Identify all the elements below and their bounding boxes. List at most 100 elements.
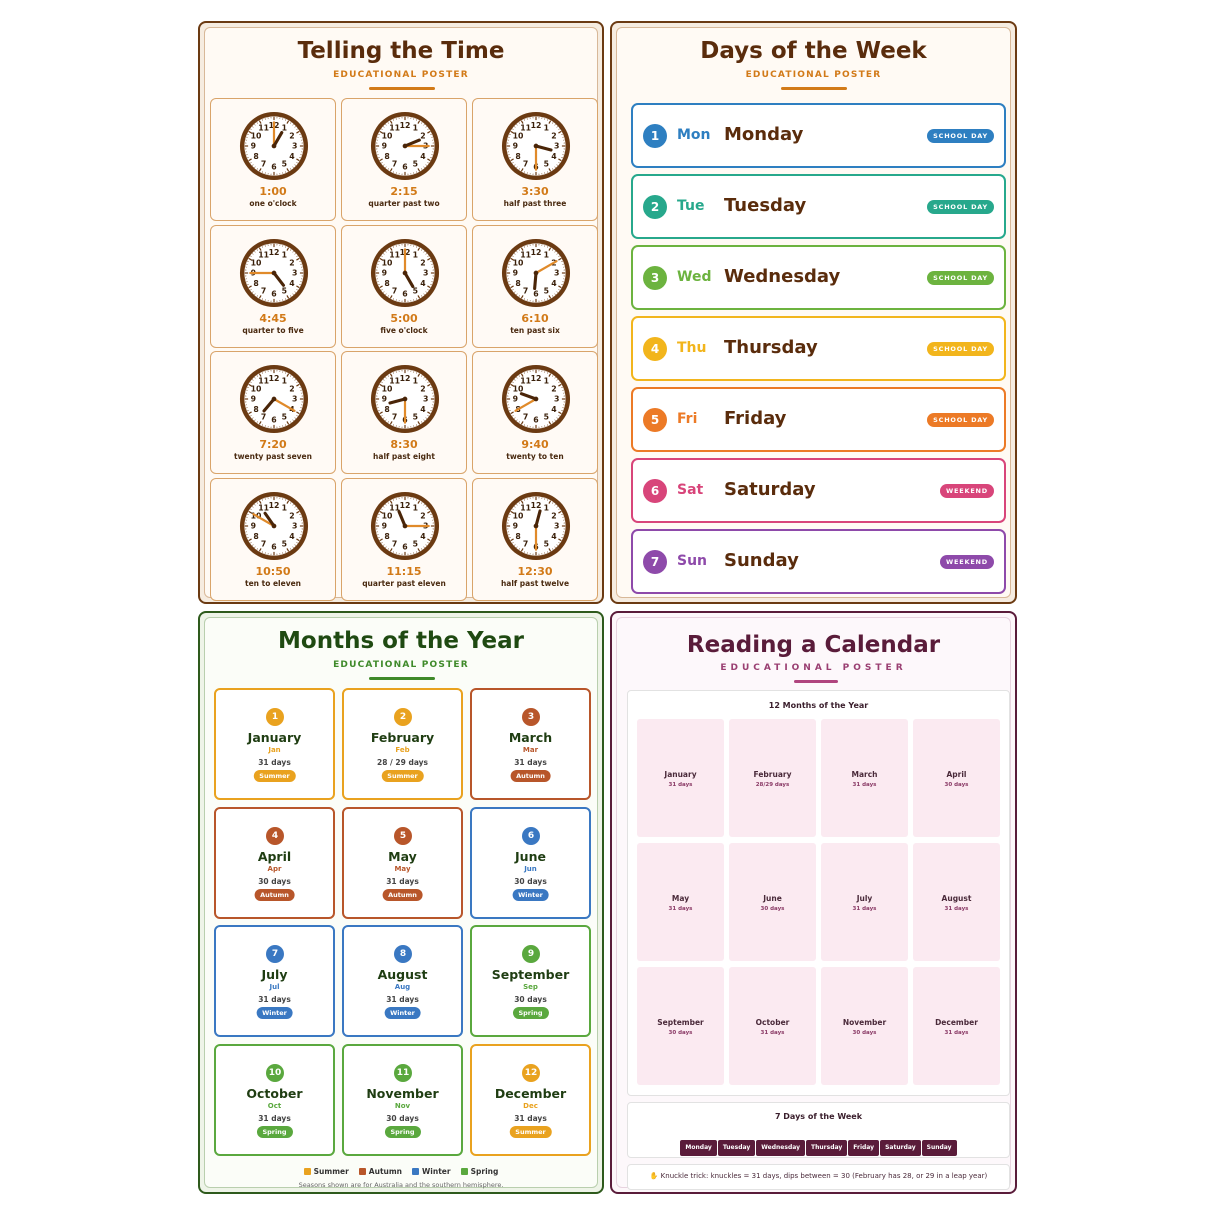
clock-numeral: 3 [292, 521, 297, 530]
hour-hand [262, 397, 276, 413]
month-name: December [494, 1085, 567, 1101]
week-heading: 7 Days of the Week [774, 1112, 863, 1121]
month-card-jul: 7 July Jul 31 days Winter [214, 925, 335, 1037]
clock-numeral: 2 [551, 384, 556, 393]
calendar-month-days: 30 days [852, 1030, 877, 1036]
clock-numeral: 5 [413, 286, 418, 295]
month-name: April [257, 848, 292, 864]
week-day-chips: Monday Tuesday Wednesday Thursday Friday Satu… [628, 1134, 1009, 1156]
day-abbreviation: Thu [677, 340, 707, 356]
month-number-badge: 10 [266, 1063, 284, 1082]
clock-numeral: 10 [382, 131, 393, 140]
season-badge: Spring [256, 1125, 293, 1138]
title-underline [781, 87, 847, 90]
clock-digital-time: 7:20 [259, 438, 287, 451]
clock-numeral: 7 [261, 539, 266, 548]
calendar-month-days: 30 days [668, 1030, 693, 1036]
clock-numeral: 8 [253, 405, 258, 414]
day-row-sun: 7 Sun Sunday WEEKEND [631, 529, 1006, 594]
clock-numeral: 11 [389, 377, 400, 386]
minute-hand [272, 397, 296, 412]
clock-numeral: 8 [253, 152, 258, 161]
calendar-month-name: October [755, 1018, 790, 1027]
clock-numeral: 7 [261, 286, 266, 295]
clock-time-words: five o'clock [380, 325, 428, 335]
clock-numeral: 1 [413, 250, 418, 259]
month-name: June [515, 848, 546, 864]
hour-hand [403, 270, 415, 288]
day-row-tue: 2 Tue Tuesday SCHOOL DAY [631, 174, 1006, 239]
month-card-aug: 8 August Aug 31 days Winter [342, 925, 463, 1037]
day-number-badge: 2 [643, 195, 667, 219]
hour-hand [397, 509, 407, 528]
clock-time-words: twenty to ten [506, 452, 564, 461]
week-day-chip: Monday [680, 1140, 717, 1156]
clock-numeral: 5 [282, 286, 287, 295]
hour-hand [534, 144, 553, 152]
clock-numeral: 6 [533, 289, 538, 298]
month-days: 30 days [514, 876, 547, 886]
clock-time-words: half past eight [373, 452, 435, 461]
analog-clock-icon: 123456789101112 [370, 111, 440, 181]
clock-numeral: 9 [382, 142, 387, 151]
clock-numeral: 3 [292, 142, 297, 151]
month-card-sep: 9 September Sep 30 days Spring [470, 925, 591, 1037]
calendar-month-name: August [941, 894, 972, 903]
calendar-month-tile: April 30 days [913, 719, 1000, 837]
clock-numeral: 8 [384, 152, 389, 161]
poster-title: Reading a Calendar [686, 632, 941, 658]
day-number-badge: 3 [643, 266, 667, 290]
week-day-chip: Saturday [880, 1140, 921, 1156]
legend-label: Summer [313, 1167, 349, 1176]
clock-numeral: 8 [384, 405, 389, 414]
season-badge: Winter [512, 888, 549, 901]
clock-numeral: 6 [271, 289, 276, 298]
month-number-badge: 7 [266, 945, 284, 963]
analog-clock-icon: 123456789101112 [239, 491, 309, 560]
day-number-badge: 4 [643, 337, 667, 361]
month-number-badge: 4 [266, 826, 284, 845]
clock-numeral: 11 [258, 503, 269, 512]
clock-time-words: twenty past seven [234, 452, 312, 461]
month-name: October [246, 1085, 303, 1101]
month-card-apr: 4 April Apr 30 days Autumn [214, 806, 335, 919]
month-abbreviation: Apr [267, 864, 282, 873]
calendar-month-tile: August 31 days [913, 843, 1000, 961]
day-abbreviation: Mon [677, 127, 711, 143]
day-name: Monday [724, 124, 804, 145]
month-days: 31 days [258, 1113, 291, 1123]
title-underline [369, 677, 435, 680]
calendar-month-name: September [657, 1018, 704, 1027]
analog-clock-icon: 123456789101112 [239, 111, 309, 181]
clock-numeral: 10 [382, 258, 393, 267]
months-calendar-box: 12 Months of the Year January 31 days Febr… [627, 690, 1010, 1096]
clock-numeral: 7 [523, 160, 528, 169]
hour-hand [519, 392, 538, 401]
hour-hand [534, 508, 542, 528]
clock-digital-time: 12:30 [517, 564, 553, 578]
clock-numeral: 9 [251, 395, 256, 404]
clock-numeral: 10 [513, 384, 524, 393]
months-of-year-poster: Months of the Year EDUCATIONAL POSTER 1 J… [198, 611, 604, 1194]
clock-time-words: ten past six [510, 325, 560, 335]
season-badge: Summer [253, 770, 296, 782]
month-number-badge: 1 [266, 708, 284, 726]
day-abbreviation: Sat [677, 482, 704, 498]
poster-title: Telling the Time [297, 38, 505, 64]
clock-numeral: 9 [513, 395, 518, 404]
calendar-month-days: 31 days [668, 906, 693, 912]
day-number-badge: 6 [643, 479, 667, 503]
clock-numeral: 5 [544, 160, 549, 169]
clock-numeral: 7 [523, 413, 528, 422]
clock-numeral: 12 [531, 374, 542, 383]
clock-numeral: 11 [520, 503, 531, 512]
month-number-badge: 12 [522, 1063, 540, 1082]
clock-numeral: 3 [554, 395, 559, 404]
clock-numeral: 10 [513, 511, 524, 520]
analog-clock-icon: 123456789101112 [239, 238, 309, 307]
